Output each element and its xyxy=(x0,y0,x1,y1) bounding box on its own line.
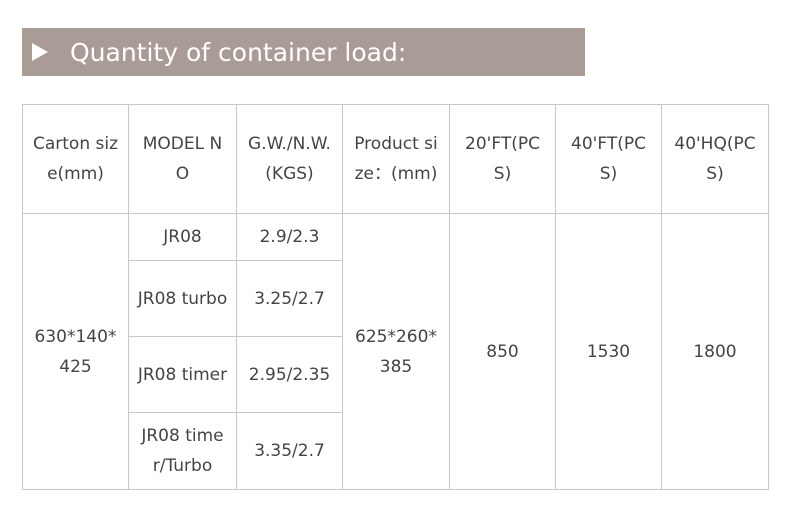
cell: 1530 xyxy=(555,213,662,490)
cell: 3.35/2.7 xyxy=(236,412,343,490)
header-cell: G.W./N.W.(KGS) xyxy=(236,104,343,214)
header-cell: 40'FT(PCS) xyxy=(555,104,662,214)
cell: 625*260*385 xyxy=(342,213,450,490)
arrow-icon xyxy=(32,43,48,61)
cell: 850 xyxy=(449,213,556,490)
row: JR08 timer 2.95/2.35 xyxy=(23,336,769,413)
cell: JR08 timer/Turbo xyxy=(128,412,237,490)
container-table: Carton size(mm) MODEL NO G.W./N.W.(KGS) Pro… xyxy=(22,104,769,490)
header-cell: Product size：(mm) xyxy=(342,104,450,214)
cell: 2.9/2.3 xyxy=(236,213,343,261)
cell: JR08 turbo xyxy=(128,260,237,337)
header-row: Carton size(mm) MODEL NO G.W./N.W.(KGS) Pro… xyxy=(22,104,769,214)
row: 630*140*425 JR08 2.9/2.3 625*260*385 850… xyxy=(22,213,769,490)
header-cell: 40'HQ(PCS) xyxy=(661,104,769,214)
header-cell: MODEL NO xyxy=(128,104,237,214)
section-header: Quantity of container load: xyxy=(22,28,585,76)
row: JR08 turbo 3.25/2.7 xyxy=(23,260,769,337)
cell: JR08 xyxy=(128,213,237,261)
cell: 630*140*425 xyxy=(22,213,129,490)
cell: 1800 xyxy=(661,213,769,490)
cell: 2.95/2.35 xyxy=(236,336,343,413)
cell: 3.25/2.7 xyxy=(236,260,343,337)
header-cell: 20'FT(PCS) xyxy=(449,104,556,214)
row: JR08 timer/Turbo 3.35/2.7 xyxy=(23,412,769,490)
section-title: Quantity of container load: xyxy=(70,37,407,67)
header-cell: Carton size(mm) xyxy=(22,104,129,214)
cell: JR08 timer xyxy=(128,336,237,413)
